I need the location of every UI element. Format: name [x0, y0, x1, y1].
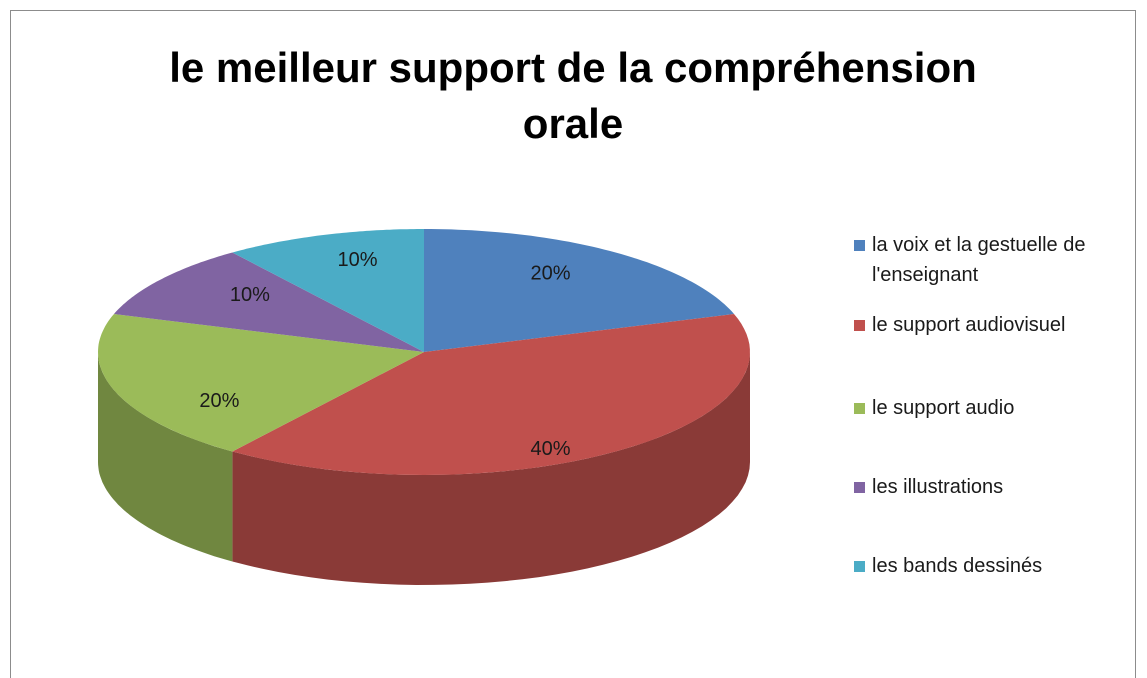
slice	[424, 229, 734, 352]
data-label: 20%	[199, 390, 239, 412]
data-label: 40%	[530, 438, 570, 460]
legend-item: le support audiovisuel	[852, 310, 1132, 340]
legend-label: les illustrations	[872, 476, 1004, 498]
data-label: 10%	[230, 284, 270, 306]
slice	[114, 252, 424, 352]
legend-swatch	[854, 320, 865, 331]
data-label: 20%	[530, 263, 570, 285]
legend-label: le support audio	[872, 397, 1015, 419]
slice	[98, 314, 424, 452]
legend-item: la voix et la gestuelle de l'enseignant	[852, 230, 1132, 290]
legend-swatch	[854, 240, 865, 251]
chart-frame	[10, 10, 1136, 678]
slice	[232, 229, 424, 352]
legend-item: le support audio	[852, 393, 1132, 423]
legend-label: la voix et la gestuelle de l'enseignant	[872, 234, 1086, 286]
chart-title: le meilleur support de la compréhension …	[169, 44, 977, 147]
legend-swatch	[854, 561, 865, 572]
legend-item: les bands dessinés	[852, 551, 1132, 581]
legend-label: les bands dessinés	[872, 555, 1043, 577]
legend-item: les illustrations	[852, 472, 1132, 502]
slice-side	[232, 352, 750, 585]
slice	[232, 314, 750, 475]
legend-label: le support audiovisuel	[872, 314, 1066, 336]
legend-swatch	[854, 482, 865, 493]
legend-swatch	[854, 403, 865, 414]
data-label: 10%	[337, 249, 377, 271]
slice-side	[98, 352, 233, 562]
pie-sides	[98, 352, 750, 585]
